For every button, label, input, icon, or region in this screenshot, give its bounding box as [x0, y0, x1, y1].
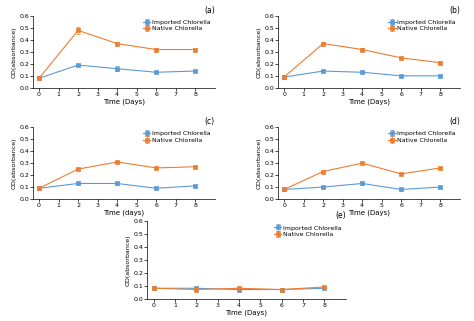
X-axis label: Time (Days): Time (Days): [226, 309, 267, 316]
Text: (b): (b): [449, 5, 460, 15]
X-axis label: Time (Days): Time (Days): [103, 98, 145, 105]
Legend: Imported Chlorella, Native Chlorella: Imported Chlorella, Native Chlorella: [273, 225, 343, 238]
Legend: Imported Chlorella, Native Chlorella: Imported Chlorella, Native Chlorella: [387, 19, 456, 32]
Legend: Imported Chlorella, Native Chlorella: Imported Chlorella, Native Chlorella: [387, 130, 456, 143]
Y-axis label: OD(absorbance): OD(absorbance): [11, 137, 17, 189]
Text: (d): (d): [449, 117, 460, 126]
Text: (e): (e): [335, 211, 346, 220]
X-axis label: Time (Days): Time (Days): [348, 98, 390, 105]
X-axis label: Time (Days): Time (Days): [348, 210, 390, 216]
Legend: Imported Chlorella, Native Chlorella: Imported Chlorella, Native Chlorella: [142, 19, 211, 32]
Y-axis label: OD(absorbance): OD(absorbance): [256, 26, 262, 78]
Y-axis label: OD(absorbance): OD(absorbance): [11, 26, 17, 78]
X-axis label: Time (days): Time (days): [103, 210, 145, 216]
Text: (c): (c): [205, 117, 215, 126]
Y-axis label: OD(absorbance): OD(absorbance): [126, 234, 130, 286]
Y-axis label: OD(absorbance): OD(absorbance): [256, 137, 262, 189]
Legend: Imported Chlorella, Native Chlorella: Imported Chlorella, Native Chlorella: [142, 130, 211, 143]
Text: (a): (a): [204, 5, 215, 15]
